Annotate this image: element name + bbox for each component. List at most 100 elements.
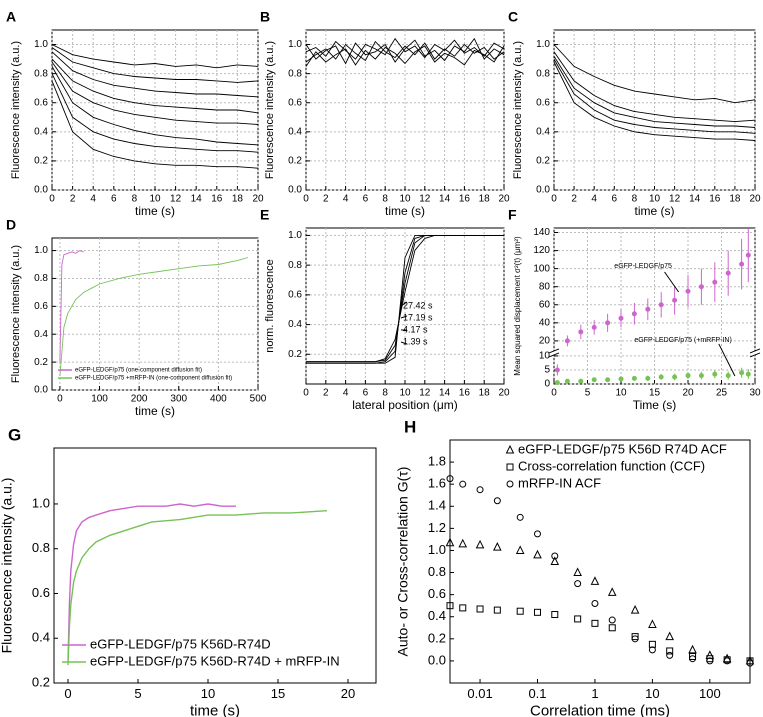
series-line bbox=[305, 45, 505, 67]
x-tick-label: 300 bbox=[170, 394, 187, 405]
marker bbox=[712, 371, 718, 377]
x-tick-label: 20 bbox=[341, 686, 355, 701]
marker bbox=[533, 549, 542, 559]
y-tick-label: 0.6 bbox=[34, 301, 48, 312]
y-tick-label: 0.0 bbox=[288, 185, 302, 196]
y-tick-label: 10 bbox=[539, 351, 551, 362]
x-tick-label: 18 bbox=[729, 194, 741, 205]
x-tick-label: 6 bbox=[363, 388, 369, 399]
series-line bbox=[51, 66, 259, 146]
y-tick-label: 0.6 bbox=[428, 586, 446, 601]
series-line bbox=[305, 37, 505, 65]
x-tick-label: 100 bbox=[699, 686, 721, 701]
series-line bbox=[306, 234, 504, 364]
panel: F 0 5 10 15 20 25 30 0 5 10 20 40 60 80 100 120 140 Time (… bbox=[508, 207, 761, 412]
marker bbox=[493, 542, 502, 551]
marker bbox=[591, 324, 597, 330]
x-tick-label: 5 bbox=[585, 388, 591, 399]
marker bbox=[645, 375, 651, 381]
series-line bbox=[553, 58, 756, 134]
marker bbox=[573, 567, 582, 577]
y-tick-label: 1.2 bbox=[428, 520, 446, 535]
marker bbox=[723, 657, 731, 665]
series-label: eGFP-LEDGF/p75 (+mRFP-IN) bbox=[634, 337, 731, 344]
marker bbox=[516, 607, 524, 615]
x-axis-title: time (s) bbox=[190, 703, 240, 717]
marker bbox=[631, 375, 637, 381]
y-tick-label: 40 bbox=[539, 317, 551, 328]
x-tick-label: 0 bbox=[551, 388, 557, 399]
y-tick-label: 80 bbox=[539, 281, 551, 292]
axis-break bbox=[751, 350, 759, 355]
marker bbox=[458, 538, 468, 548]
legend-label: eGFP-LEDGF/p75 +mRFP-IN (one-component d… bbox=[75, 376, 232, 382]
x-tick-label: 5 bbox=[134, 686, 141, 701]
marker bbox=[688, 644, 697, 654]
x-tick-label: 16 bbox=[459, 194, 471, 205]
axis-break-mark bbox=[749, 352, 761, 358]
panel-label: A bbox=[6, 9, 16, 25]
marker bbox=[739, 370, 745, 376]
y-tick-label: 0.8 bbox=[288, 260, 302, 271]
x-tick-label: 2 bbox=[323, 388, 329, 399]
marker bbox=[706, 657, 714, 665]
x-tick-label: 0 bbox=[303, 194, 309, 205]
marker bbox=[554, 380, 560, 386]
x-tick-label: 16 bbox=[709, 194, 721, 205]
x-tick-label: 10 bbox=[201, 686, 215, 701]
series-line bbox=[59, 257, 249, 377]
y-tick-label: 0.0 bbox=[536, 185, 550, 196]
y-axis-title: Mean squared displacement σ²(t) (μm²) bbox=[513, 236, 522, 376]
y-tick-label: 0.6 bbox=[288, 289, 302, 300]
y-tick-label: 0.4 bbox=[536, 126, 550, 137]
legend-label: eGFP-LEDGF/p75 (one-component diffusion … bbox=[75, 368, 202, 374]
x-tick-label: 10 bbox=[645, 686, 659, 701]
y-tick-label: 1.0 bbox=[288, 39, 302, 50]
marker bbox=[630, 604, 640, 614]
marker bbox=[476, 605, 484, 613]
y-tick-label: 1.0 bbox=[32, 495, 50, 510]
x-axis-title: lateral position (μm) bbox=[352, 398, 458, 412]
x-tick-label: 10 bbox=[399, 194, 411, 205]
series-line bbox=[51, 61, 259, 125]
marker bbox=[591, 377, 597, 383]
marker bbox=[446, 602, 454, 610]
marker bbox=[493, 497, 501, 505]
marker bbox=[550, 556, 560, 565]
marker bbox=[607, 587, 617, 596]
y-tick-label: 100 bbox=[533, 263, 550, 274]
marker bbox=[648, 646, 656, 654]
y-axis-title: Fluorescence intensity (a.u.) bbox=[0, 478, 15, 654]
marker bbox=[605, 377, 611, 383]
marker bbox=[631, 311, 637, 317]
marker bbox=[631, 635, 639, 643]
x-tick-label: 20 bbox=[498, 194, 510, 205]
series-line bbox=[51, 58, 259, 114]
y-axis-title: Fluorescence intensity (a.u.) bbox=[512, 41, 524, 179]
marker bbox=[745, 371, 751, 377]
x-tick-label: 16 bbox=[459, 388, 471, 399]
marker bbox=[515, 545, 525, 554]
x-tick-label: 6 bbox=[363, 194, 369, 205]
legend-label: eGFP-LEDGF/p75 K56D-R74D + mRFP-IN bbox=[90, 653, 340, 668]
x-axis-title: Correlation time (ms) bbox=[530, 703, 670, 717]
x-tick-label: 18 bbox=[479, 388, 491, 399]
y-tick-label: 0.2 bbox=[288, 349, 302, 360]
panel-label: G bbox=[8, 425, 21, 444]
marker bbox=[564, 378, 570, 384]
marker bbox=[685, 288, 691, 294]
series-line bbox=[51, 73, 259, 153]
x-tick-label: 0 bbox=[64, 686, 71, 701]
y-tick-label: 1.0 bbox=[288, 230, 302, 241]
marker bbox=[631, 633, 639, 641]
y-tick-label: 0.0 bbox=[34, 385, 48, 396]
y-tick-label: 1.0 bbox=[34, 245, 48, 256]
marker bbox=[706, 655, 714, 663]
x-tick-label: 8 bbox=[132, 194, 138, 205]
y-tick-label: 120 bbox=[533, 245, 550, 256]
x-tick-label: 0 bbox=[303, 388, 309, 399]
plot-frame bbox=[449, 439, 751, 684]
y-tick-label: 0.2 bbox=[32, 674, 50, 689]
x-axis-title: time (s) bbox=[135, 204, 175, 218]
x-tick-label: 1 bbox=[591, 686, 598, 701]
